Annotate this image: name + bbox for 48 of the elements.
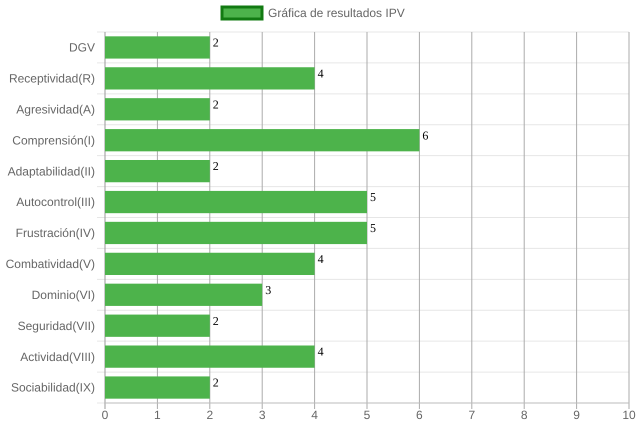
data-label: 2 <box>212 376 219 390</box>
data-label: 2 <box>212 97 219 112</box>
y-tick-label: Actividad(VIII) <box>20 350 95 364</box>
x-tick-label: 4 <box>311 408 318 422</box>
x-tick-label: 9 <box>573 408 580 422</box>
y-tick-label: DGV <box>68 40 95 55</box>
x-tick-label: 0 <box>102 408 109 422</box>
data-label: 6 <box>422 128 428 142</box>
y-tick-label: Combatividad(V) <box>6 257 95 272</box>
data-label: 3 <box>265 282 272 297</box>
x-tick-label: 1 <box>154 408 162 422</box>
data-label: 2 <box>212 36 219 50</box>
x-tick-label: 7 <box>468 408 476 422</box>
bar <box>105 98 210 120</box>
bar <box>105 376 210 399</box>
y-tick-label: Dominio(VI) <box>32 288 95 302</box>
data-label: 4 <box>318 66 324 80</box>
data-label: 5 <box>370 190 376 204</box>
data-label: 4 <box>318 344 324 359</box>
x-tick-label: 6 <box>416 408 424 422</box>
x-tick-label: 5 <box>364 408 371 422</box>
data-label: 5 <box>370 221 376 236</box>
data-label: 2 <box>212 314 219 328</box>
bar <box>105 284 262 306</box>
bar <box>105 36 210 59</box>
x-tick-label: 3 <box>258 408 266 422</box>
legend-label: Gráfica de resultados IPV <box>268 6 405 20</box>
y-tick-label: Sociabilidad(IX) <box>10 380 95 395</box>
y-tick-label: Seguridad(VII) <box>18 318 95 333</box>
bar <box>105 67 315 90</box>
y-tick-label: Agresividad(A) <box>16 102 95 116</box>
y-tick-label: Frustración(IV) <box>16 226 95 240</box>
data-label: 4 <box>318 252 324 266</box>
bar <box>105 129 420 152</box>
y-tick-label: Autocontrol(III) <box>16 195 95 210</box>
bar <box>105 252 315 276</box>
bar <box>105 222 367 244</box>
bar <box>105 190 367 214</box>
y-tick-label: Receptividad(R) <box>8 72 95 86</box>
x-tick-label: 8 <box>520 408 528 422</box>
data-label: 2 <box>212 159 219 174</box>
y-tick-label: Adaptabilidad(II) <box>8 164 95 178</box>
bar <box>105 314 210 337</box>
y-tick-label: Comprensión(I) <box>12 133 95 148</box>
x-tick-label: 2 <box>206 408 214 422</box>
bar <box>105 345 315 368</box>
x-tick-label: 10 <box>622 408 636 422</box>
bar <box>105 160 210 182</box>
